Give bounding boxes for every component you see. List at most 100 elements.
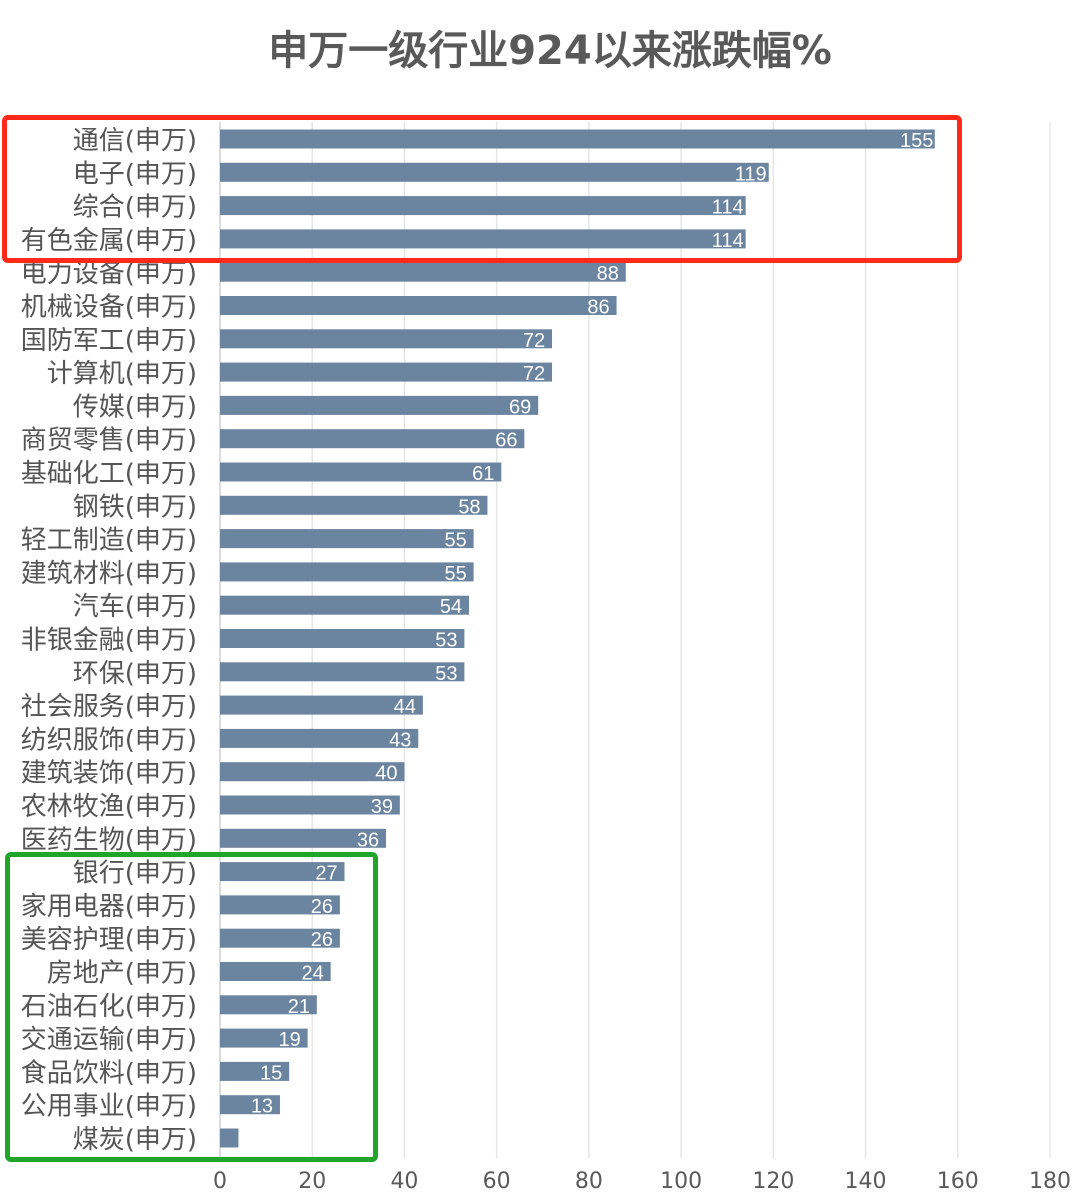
- data-label: 53: [435, 630, 457, 652]
- category-label: 家用电器(申万): [21, 892, 197, 922]
- data-label: 39: [371, 796, 393, 818]
- category-label: 煤炭(申万): [73, 1125, 197, 1155]
- bar: [220, 629, 465, 648]
- data-label: 114: [712, 197, 744, 219]
- data-label: 54: [440, 596, 462, 618]
- category-label: 轻工制造(申万): [21, 526, 197, 556]
- category-label: 基础化工(申万): [21, 459, 197, 489]
- data-label: 61: [472, 463, 494, 485]
- highlight-box-bottom: [5, 852, 378, 1162]
- category-label: 建筑装饰(申万): [21, 759, 197, 789]
- category-label: 计算机(申万): [47, 359, 197, 389]
- data-label: 40: [375, 763, 397, 785]
- category-label: 电力设备(申万): [21, 259, 197, 289]
- bar: [220, 262, 626, 282]
- data-label: 26: [311, 896, 333, 918]
- bar: [220, 795, 400, 815]
- category-label: 社会服务(申万): [21, 692, 197, 722]
- category-label: 非银金融(申万): [21, 626, 197, 656]
- category-label: 钢铁(申万): [73, 492, 197, 522]
- x-tick-label: 40: [390, 1169, 418, 1194]
- bar: [220, 296, 617, 315]
- data-label: 15: [260, 1062, 282, 1084]
- x-tick-label: 160: [937, 1169, 979, 1194]
- bar: [220, 529, 474, 549]
- data-label: 66: [495, 430, 517, 452]
- data-label: 119: [735, 163, 767, 185]
- x-tick-label: 20: [298, 1169, 326, 1194]
- x-tick-label: 140: [845, 1169, 887, 1194]
- bar: [220, 995, 317, 1015]
- bar: [220, 728, 419, 748]
- category-label: 国防军工(申万): [21, 326, 197, 356]
- data-label: 21: [288, 996, 310, 1018]
- data-label: 155: [900, 130, 933, 152]
- bar: [220, 762, 405, 782]
- bar: [220, 1028, 308, 1048]
- bar: [220, 595, 469, 615]
- bar: [220, 129, 935, 149]
- data-label: 55: [444, 530, 466, 552]
- x-tick-label: 60: [483, 1169, 511, 1194]
- bar: [220, 462, 502, 482]
- category-label: 机械设备(申万): [21, 293, 197, 323]
- highlight-box-top: [2, 115, 962, 263]
- bar: [220, 395, 539, 415]
- category-label: 电子(申万): [73, 159, 197, 189]
- category-label: 综合(申万): [73, 193, 197, 223]
- data-label: 24: [302, 963, 324, 985]
- category-label: 医药生物(申万): [21, 825, 197, 855]
- data-label: 43: [389, 729, 411, 751]
- category-label: 食品饮料(申万): [21, 1058, 197, 1088]
- category-label: 环保(申万): [73, 659, 197, 689]
- category-label: 美容护理(申万): [21, 925, 197, 955]
- category-label: 银行(申万): [73, 859, 197, 889]
- category-label: 交通运输(申万): [21, 1025, 197, 1055]
- bar: [220, 862, 345, 882]
- data-label: 72: [523, 363, 545, 385]
- x-tick-label: 180: [1029, 1169, 1071, 1194]
- category-label: 纺织服饰(申万): [21, 725, 197, 755]
- data-label: 53: [435, 663, 457, 685]
- bar: [220, 928, 340, 948]
- category-label: 农林牧渔(申万): [21, 792, 197, 822]
- category-label: 公用事业(申万): [21, 1092, 197, 1122]
- category-label: 房地产(申万): [47, 959, 197, 989]
- category-label: 传媒(申万): [73, 392, 197, 422]
- bar: [220, 1061, 290, 1081]
- data-label: 69: [509, 396, 531, 418]
- bar: [220, 962, 331, 981]
- chart-title: 申万一级行业924以来涨跌幅%: [268, 28, 832, 74]
- data-label: 27: [315, 863, 337, 885]
- bar: [220, 495, 488, 515]
- data-label: 88: [597, 263, 619, 285]
- bar: [220, 329, 552, 349]
- bar: [220, 429, 525, 449]
- bar: [220, 229, 746, 249]
- bar: [220, 828, 386, 848]
- data-label: 44: [394, 696, 416, 718]
- bar: [220, 895, 340, 915]
- category-label: 建筑材料(申万): [21, 559, 197, 589]
- bar: [220, 1128, 239, 1148]
- data-label: 114: [712, 230, 744, 252]
- category-label: 有色金属(申万): [21, 226, 197, 256]
- data-label: 26: [311, 929, 333, 951]
- data-label: 13: [251, 1096, 273, 1118]
- x-tick-label: 100: [660, 1169, 702, 1194]
- category-label: 汽车(申万): [73, 592, 197, 622]
- bar: [220, 162, 769, 182]
- data-label: 86: [587, 297, 609, 319]
- data-label: 72: [523, 330, 545, 352]
- data-label: 55: [444, 563, 466, 585]
- bar: [220, 196, 746, 216]
- bar: [220, 562, 474, 582]
- data-label: 58: [458, 496, 480, 518]
- category-label: 商贸零售(申万): [21, 426, 197, 456]
- category-label: 石油石化(申万): [21, 992, 197, 1022]
- data-label: 19: [278, 1029, 300, 1051]
- bar: [220, 1095, 280, 1115]
- x-tick-label: 120: [752, 1169, 794, 1194]
- data-label: 36: [357, 829, 379, 851]
